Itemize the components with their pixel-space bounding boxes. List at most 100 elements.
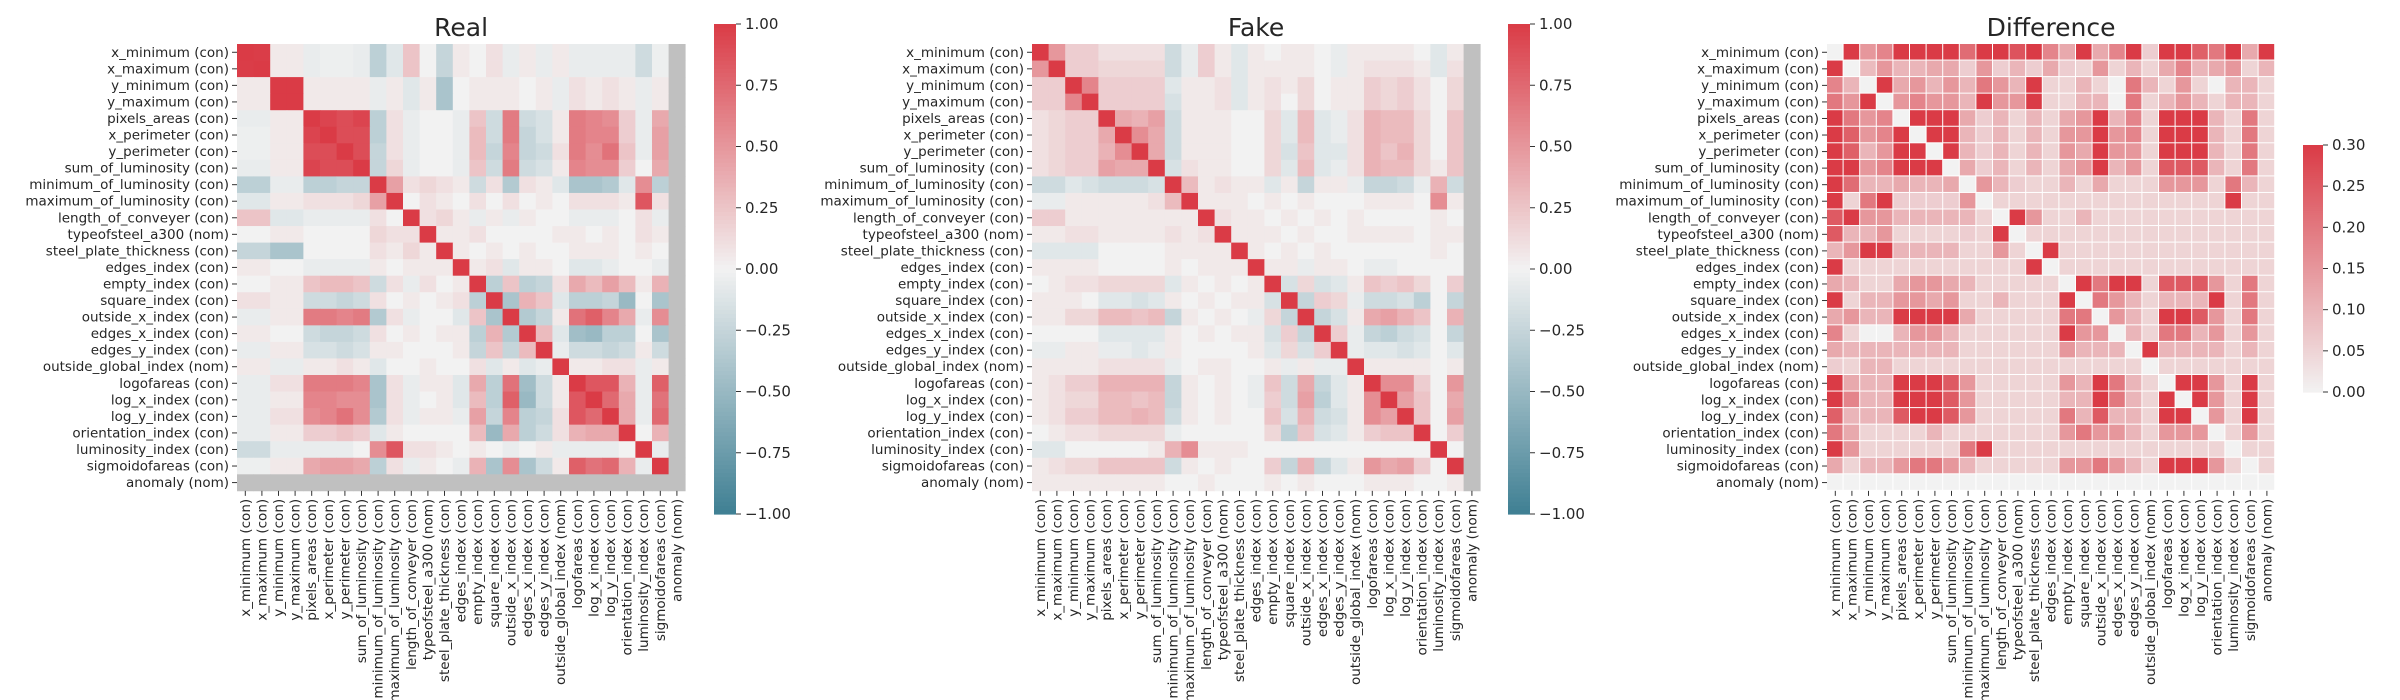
heatmap-cell bbox=[1148, 60, 1166, 78]
heatmap-cell bbox=[1198, 143, 1215, 161]
colorbar-segment bbox=[2303, 287, 2323, 290]
heatmap-cell bbox=[1463, 358, 1481, 376]
heatmap-cell bbox=[1115, 242, 1132, 260]
heatmap-cell bbox=[519, 275, 537, 293]
x-tick-label: edges_x_index (con) bbox=[2110, 499, 2126, 637]
heatmap-cell bbox=[668, 176, 686, 194]
heatmap-cell bbox=[635, 60, 653, 78]
heatmap-cell bbox=[369, 408, 387, 426]
heatmap-cell bbox=[1115, 358, 1132, 376]
heatmap-cell bbox=[502, 474, 520, 492]
heatmap-cell bbox=[2125, 358, 2142, 374]
heatmap-cell bbox=[270, 441, 288, 459]
heatmap-cell bbox=[1231, 259, 1249, 277]
heatmap-cell bbox=[237, 308, 254, 326]
heatmap-cell bbox=[486, 408, 503, 426]
heatmap-cell bbox=[1281, 457, 1298, 475]
heatmap-cell bbox=[652, 424, 669, 442]
heatmap-cell bbox=[2125, 110, 2142, 126]
heatmap-cell bbox=[452, 474, 470, 492]
heatmap-cell bbox=[618, 275, 636, 293]
heatmap-cell bbox=[436, 408, 454, 426]
heatmap-cell bbox=[652, 474, 669, 492]
heatmap-cell bbox=[1993, 424, 2009, 441]
y-tick-label: maximum_of_luminosity (con) bbox=[820, 194, 1024, 210]
heatmap-cell bbox=[469, 60, 487, 78]
heatmap-cell bbox=[1860, 226, 1876, 242]
colorbar-segment bbox=[1508, 93, 1530, 99]
heatmap-cell bbox=[2208, 375, 2225, 391]
heatmap-cell bbox=[2009, 391, 2026, 408]
heatmap-cell bbox=[1843, 259, 1860, 275]
heatmap-cell bbox=[1926, 44, 1943, 60]
heatmap-cell bbox=[652, 358, 669, 376]
heatmap-cell bbox=[1181, 308, 1199, 326]
y-tick-label: outside_global_index (nom) bbox=[1633, 359, 1819, 375]
y-tick-label: square_index (con) bbox=[100, 293, 229, 309]
heatmap-cell bbox=[1247, 226, 1265, 243]
heatmap-cell bbox=[2109, 457, 2125, 474]
colorbar-segment bbox=[2303, 163, 2323, 167]
heatmap-cell bbox=[1959, 441, 1976, 457]
heatmap-cell bbox=[386, 209, 404, 227]
heatmap-cell bbox=[1164, 159, 1182, 177]
colorbar-segment bbox=[1508, 252, 1530, 258]
colorbar-segment bbox=[714, 485, 736, 491]
heatmap-cell bbox=[1876, 110, 1893, 126]
heatmap-cell bbox=[2125, 44, 2142, 60]
heatmap-cell bbox=[369, 292, 387, 310]
heatmap-cell bbox=[1860, 292, 1876, 308]
heatmap-cell bbox=[2076, 375, 2092, 391]
heatmap-cell bbox=[1264, 259, 1282, 277]
heatmap-cell bbox=[602, 159, 620, 177]
heatmap-cell bbox=[1098, 259, 1116, 277]
colorbar-segment bbox=[2303, 383, 2323, 387]
heatmap-cell bbox=[1297, 159, 1315, 177]
heatmap-cell bbox=[2026, 44, 2042, 60]
heatmap-cell bbox=[618, 226, 636, 243]
colorbar-segment bbox=[1508, 428, 1530, 433]
heatmap-cell bbox=[1380, 192, 1398, 210]
heatmap-cell bbox=[2142, 375, 2158, 391]
heatmap-cell bbox=[2125, 474, 2142, 490]
y-tick-label: y_perimeter (con) bbox=[1698, 144, 1819, 160]
heatmap-cell bbox=[1893, 110, 1909, 126]
heatmap-cell bbox=[1380, 474, 1398, 492]
heatmap-cell bbox=[1843, 93, 1860, 110]
x-tick-label: log_y_index (con) bbox=[603, 499, 619, 617]
heatmap-cell bbox=[1247, 474, 1265, 492]
colorbar-segment bbox=[1508, 73, 1530, 78]
heatmap-cell bbox=[502, 192, 520, 210]
x-tick-label: sum_of_luminosity (con) bbox=[354, 499, 370, 663]
heatmap-cell bbox=[635, 259, 653, 277]
colorbar-segment bbox=[2303, 175, 2323, 179]
heatmap-cell bbox=[1430, 176, 1448, 194]
heatmap-cell bbox=[1397, 209, 1415, 227]
heatmap-cell bbox=[452, 358, 470, 376]
heatmap-cell bbox=[1910, 358, 1926, 374]
heatmap-cell bbox=[2242, 176, 2258, 192]
heatmap-cell bbox=[1910, 176, 1926, 192]
heatmap-cell bbox=[1115, 457, 1132, 475]
heatmap-cell bbox=[2142, 110, 2158, 126]
colorbar-segment bbox=[1508, 52, 1530, 58]
heatmap-cell bbox=[1876, 192, 1893, 209]
heatmap-cell bbox=[1065, 159, 1083, 177]
heatmap-cell bbox=[502, 424, 520, 442]
heatmap-cell bbox=[1910, 441, 1926, 457]
heatmap-cell bbox=[1198, 60, 1215, 78]
heatmap-cell bbox=[1876, 60, 1893, 77]
colorbar-segment bbox=[2303, 379, 2323, 383]
colorbar-segment bbox=[2303, 173, 2323, 177]
heatmap-cell bbox=[1198, 457, 1215, 475]
heatmap-cell bbox=[1181, 209, 1199, 227]
heatmap-cell bbox=[2192, 159, 2208, 176]
heatmap-cell bbox=[1098, 408, 1116, 426]
colorbar-segment bbox=[2303, 369, 2323, 373]
heatmap-cell bbox=[253, 292, 271, 310]
heatmap-cell bbox=[2109, 424, 2125, 441]
heatmap-cell bbox=[1264, 457, 1282, 475]
heatmap-cell bbox=[1098, 358, 1116, 376]
heatmap-cell bbox=[2026, 93, 2042, 110]
heatmap-cell bbox=[652, 275, 669, 293]
